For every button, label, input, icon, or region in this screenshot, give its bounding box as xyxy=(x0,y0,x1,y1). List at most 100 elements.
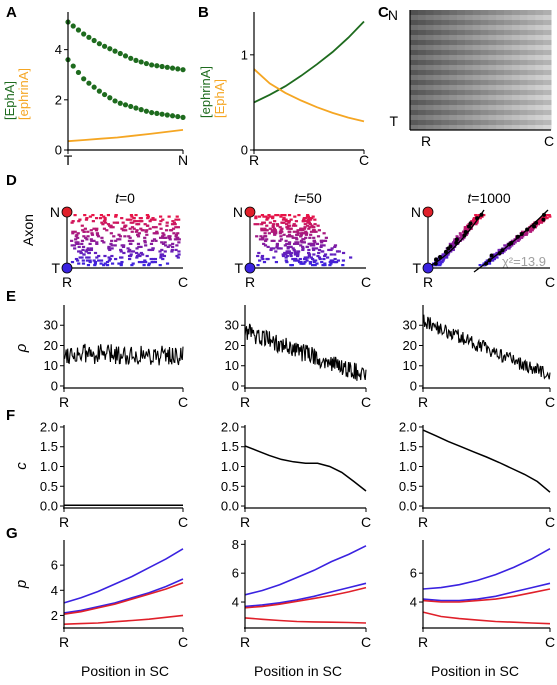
panel-d-sub-0-point xyxy=(123,235,127,238)
panel-d-sub-0-point xyxy=(149,257,153,261)
panel-c-cell xyxy=(535,85,544,91)
panel-d-sub-0-point xyxy=(129,253,133,256)
panel-c-cell xyxy=(425,65,434,71)
panel-d-sub-0-point xyxy=(152,232,156,235)
panel-d-sub-2-point xyxy=(504,248,508,252)
panel-c-xtick-left: R xyxy=(421,133,431,149)
panel-c-cell xyxy=(543,35,552,41)
panel-c-cell xyxy=(504,55,513,61)
panel-d-sub-1-point xyxy=(285,260,289,264)
panel-d-sub-1-point xyxy=(279,238,284,241)
panel-a-series-0-point xyxy=(107,46,113,52)
panel-c-cell xyxy=(504,95,513,101)
panel-d-sub-1-point xyxy=(304,230,308,233)
panel-d-sub-0-point xyxy=(125,218,129,221)
panel-d-sub-2-point xyxy=(520,236,524,239)
panel-a-ylabel-ephrina: [ephrinA] xyxy=(16,68,31,120)
panel-c-cell xyxy=(464,100,474,106)
panel-d-sub-1-point xyxy=(308,236,312,239)
panel-c-cell xyxy=(535,45,544,51)
panel-c-cell xyxy=(488,25,497,31)
panel-d-sub-0-point xyxy=(77,262,81,265)
panel-c-cell xyxy=(425,75,434,81)
panel-e-sub-2-ytick-label-3: 30 xyxy=(403,318,417,333)
panel-d-sub-0-point xyxy=(102,241,106,244)
panel-d-sub-1-point xyxy=(304,257,308,261)
panel-d-sub-2-point xyxy=(525,232,529,235)
panel-d-sub-0-point xyxy=(106,214,111,217)
panel-c-cell xyxy=(535,70,544,76)
panel-c-cell xyxy=(472,100,481,106)
panel-letter-D: D xyxy=(6,172,17,189)
panel-d-sub-0-point xyxy=(95,232,99,235)
panel-d-sub-0-point xyxy=(171,245,175,249)
panel-e-sub-0-ytick-label-1: 10 xyxy=(44,358,58,373)
panel-c-cell xyxy=(504,110,513,116)
panel-c-cell xyxy=(457,15,466,21)
panel-c-cell xyxy=(417,60,427,66)
panel-c-cell xyxy=(511,125,521,131)
panel-c-cell xyxy=(425,55,434,61)
panel-d-sub-0-point xyxy=(116,238,120,241)
panel-d-sub-0-point xyxy=(130,215,134,218)
panel-d-sub-0-point xyxy=(135,223,139,226)
panel-d-sub-0-point xyxy=(110,244,114,247)
panel-c-cell xyxy=(496,80,505,86)
panel-d-sub-0-point xyxy=(123,224,127,227)
panel-c-cell xyxy=(472,30,481,36)
panel-c-cell xyxy=(472,95,481,101)
panel-c-cell xyxy=(488,45,497,51)
panel-d-sub-0-point xyxy=(161,235,165,238)
panel-e-sub-2-xtick-label-1: C xyxy=(545,394,555,410)
panel-c-cell xyxy=(417,70,427,76)
panel-c-cell xyxy=(519,25,528,31)
panel-d-sub-0-point xyxy=(139,251,143,255)
panel-d-sub-1-point xyxy=(263,227,267,230)
panel-c-cell xyxy=(410,20,419,26)
panel-d-sub-1-point xyxy=(318,257,322,261)
panel-g-sub-2-series-2-line xyxy=(422,588,551,603)
panel-d-sub-2-point xyxy=(480,215,484,218)
panel-f-sub-2-xtick-label-1: C xyxy=(545,514,555,530)
panel-d-sub-1-point xyxy=(271,226,275,229)
panel-d-sub-0-point xyxy=(109,242,113,245)
panel-d-sub-1-point xyxy=(271,217,275,220)
panel-c-cell xyxy=(504,70,513,76)
panel-d-sub-1-point xyxy=(320,241,324,244)
panel-c-cell xyxy=(519,125,528,131)
panel-d-sub-2-point xyxy=(482,214,486,217)
panel-d-sub-0-point xyxy=(148,220,152,223)
panel-d-sub-0-point xyxy=(174,248,178,252)
panel-d-sub-0-point xyxy=(131,250,136,253)
panel-d-sub-2-point xyxy=(540,221,544,224)
panel-d-sub-0-point xyxy=(130,226,135,229)
panel-a-series-0-point xyxy=(86,34,92,40)
panel-f-sub-2-ytick-label-0: 0.0 xyxy=(399,499,417,514)
panel-c-cell xyxy=(504,10,513,16)
panel-d-sub-1-point xyxy=(295,230,299,233)
panel-d-sub-1-point xyxy=(262,221,266,224)
panel-b-ytick-label-0: 0 xyxy=(241,143,248,158)
panel-d-sub-2-point xyxy=(489,256,493,259)
panel-c-cell xyxy=(488,40,497,46)
panel-d-sub-1-point xyxy=(331,259,335,262)
panel-d-sub-1-point xyxy=(257,251,261,255)
panel-d-sub-0-point xyxy=(83,227,87,230)
panel-b-ylabel-ephrina: [ephrinA] xyxy=(198,66,213,118)
panel-c-cell xyxy=(457,120,466,126)
panel-d-sub-1-point xyxy=(303,223,307,226)
panel-d-sub-1-point xyxy=(308,262,313,265)
panel-d-sub-0-point xyxy=(167,215,171,218)
panel-d-sub-0-point xyxy=(143,259,147,262)
panel-d-sub-0-point xyxy=(160,248,164,252)
panel-d-sub-2-data-point xyxy=(525,227,530,232)
panel-c-cell xyxy=(527,55,536,61)
panel-d-sub-1-point xyxy=(260,229,264,232)
panel-d-sub-2-point xyxy=(529,230,533,233)
panel-d-sub-0-point xyxy=(76,242,80,245)
panel-d-sub-1-point xyxy=(311,215,315,218)
panel-d-sub-1-point xyxy=(278,226,282,229)
panel-d-sub-2-data-point xyxy=(500,248,505,253)
panel-c-cell xyxy=(488,70,497,76)
panel-d-sub-1-point xyxy=(307,220,311,223)
